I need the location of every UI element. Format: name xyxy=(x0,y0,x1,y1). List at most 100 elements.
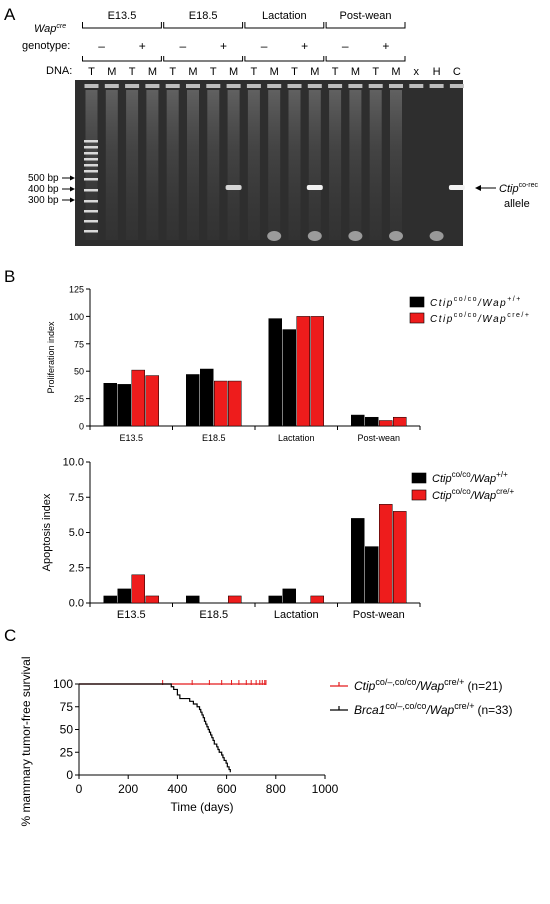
x-axis-label: Time (days) xyxy=(171,800,234,814)
gel-smear xyxy=(390,90,402,240)
x-tick-label: E13.5 xyxy=(119,433,143,443)
gel-lane-label: T xyxy=(372,66,379,78)
ladder-arrowhead-500 xyxy=(70,175,75,181)
bar xyxy=(351,414,365,427)
survival-line xyxy=(79,683,231,773)
legend-label: Ctipco/co/Wap+/+ xyxy=(432,470,508,485)
bar xyxy=(379,420,393,427)
legend-label: Ctipco/co/Wap+/+ xyxy=(430,296,522,309)
y-tick-label: 7.5 xyxy=(69,492,84,504)
panel-c-letter: C xyxy=(4,626,16,645)
genotype-bracket xyxy=(325,56,406,62)
y-tick-label: 75 xyxy=(60,700,74,714)
ladder-labels: 500 bp 400 bp 300 bp xyxy=(28,173,75,206)
x-tick-label: Post-wean xyxy=(353,609,405,621)
gel-primer-blob xyxy=(307,231,322,241)
panel-b: B 0 25 50 75 100 125 Proliferation index E13.5 E… xyxy=(4,267,529,621)
x-tick-label: 800 xyxy=(266,782,286,796)
y-axis-label: Proliferation index xyxy=(46,321,56,394)
gel-smear xyxy=(126,90,139,240)
gel-well xyxy=(449,84,464,88)
gel-group-bracket xyxy=(244,22,325,29)
bar xyxy=(186,595,200,604)
bar xyxy=(228,380,242,427)
gel-lane-label: C xyxy=(453,66,461,78)
gel-group-label: E18.5 xyxy=(189,10,218,22)
band-arrowhead xyxy=(475,185,481,191)
bar xyxy=(393,511,407,604)
x-tick-label: 0 xyxy=(76,782,83,796)
x-tick-label: E13.5 xyxy=(117,609,146,621)
x-tick-label: 400 xyxy=(167,782,187,796)
gel-lane-label: M xyxy=(188,66,197,78)
y-axis-label: % mammary tumor-free survival xyxy=(19,656,33,826)
gel-lane-label: M xyxy=(351,66,360,78)
gel-lane-label: T xyxy=(210,66,217,78)
genotype-bracket xyxy=(82,56,162,62)
gel-well xyxy=(206,84,221,88)
bar xyxy=(131,574,145,604)
gel-smear xyxy=(166,90,179,240)
gel-lanes xyxy=(84,84,465,241)
gel-well xyxy=(125,84,140,88)
bar xyxy=(186,374,200,427)
panel-a-letter: A xyxy=(4,5,16,24)
gel-lane-label: T xyxy=(129,66,136,78)
ladder-band xyxy=(84,158,98,161)
gel-primer-blob xyxy=(429,231,444,241)
x-tick-label: 600 xyxy=(217,782,237,796)
panel-b-letter: B xyxy=(4,267,15,286)
gel-primer-blob xyxy=(267,231,282,241)
genotype-mark: + xyxy=(301,39,308,53)
x-tick-label: 200 xyxy=(118,782,138,796)
proliferation-chart: 0 25 50 75 100 125 Proliferation index E13.5 E18… xyxy=(46,285,529,444)
gel-primer-blob xyxy=(389,231,403,241)
bar xyxy=(145,375,159,427)
ladder-band xyxy=(84,189,98,192)
y-tick-label: 0 xyxy=(66,768,73,782)
x-tick-label: Lactation xyxy=(274,609,319,621)
legend-swatch xyxy=(409,312,425,324)
gel-well xyxy=(409,84,424,88)
legend-label: Ctipco/–,co/co/Wapcre/+ (n=21) xyxy=(354,677,502,693)
gel-group-bracket xyxy=(325,22,406,29)
genotype-mark: – xyxy=(180,39,187,53)
gel-well xyxy=(368,84,383,88)
x-tick-label: E18.5 xyxy=(199,609,228,621)
genotype-mark: + xyxy=(382,39,389,53)
legend-label: Ctipco/co/Wapcre/+ xyxy=(432,487,515,502)
y-tick-label: 25 xyxy=(60,745,74,759)
gel-well xyxy=(429,84,444,88)
gel-lane-label: T xyxy=(88,66,95,78)
gel-band xyxy=(225,185,242,190)
y-tick-label: 75 xyxy=(74,339,84,349)
panel-a: A Wapcre genotype: DNA: E13.5 – + E18.5 – + La… xyxy=(4,5,539,246)
bar xyxy=(200,368,214,427)
bar xyxy=(103,595,117,604)
genotype-mark: + xyxy=(139,39,146,53)
gel-well xyxy=(328,84,343,88)
x-tick-label: E18.5 xyxy=(202,433,226,443)
ladder-band xyxy=(84,164,98,167)
gel-well xyxy=(84,84,99,88)
gel-lane-label: M xyxy=(107,66,116,78)
x-tick-label: 1000 xyxy=(312,782,339,796)
gel-smear xyxy=(349,90,362,240)
bar xyxy=(393,416,407,427)
ladder-arrowhead-400 xyxy=(70,186,75,192)
gel-group-headers: E13.5 – + E18.5 – + Lactation – + Post-wean – + xyxy=(82,10,406,62)
gel-group-label: Lactation xyxy=(262,10,307,22)
wap-cre-row-label: Wapcre xyxy=(34,23,66,35)
gel-well xyxy=(104,84,119,88)
bar xyxy=(268,595,282,604)
ladder-band xyxy=(84,146,98,149)
gel-lane-label: H xyxy=(433,66,441,78)
legend-label: Brca1co/–,co/co/Wapcre/+ (n=33) xyxy=(354,701,512,717)
x-tick-label: Lactation xyxy=(278,433,315,443)
gel-well xyxy=(307,84,322,88)
bar xyxy=(282,329,296,427)
gel-ladder xyxy=(84,140,98,233)
legend-swatch xyxy=(411,472,427,484)
